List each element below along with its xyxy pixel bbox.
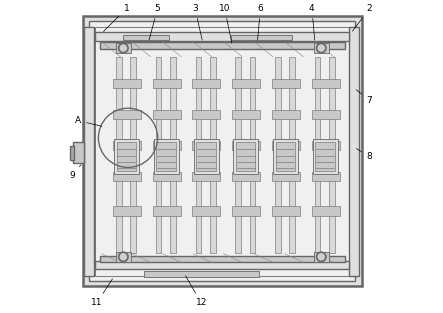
Bar bbox=[70, 146, 74, 160]
Bar bbox=[272, 79, 300, 88]
Bar bbox=[116, 43, 131, 53]
Text: 6: 6 bbox=[257, 4, 263, 40]
Bar bbox=[311, 141, 340, 150]
Bar bbox=[192, 110, 221, 119]
Text: 9: 9 bbox=[69, 165, 81, 180]
Text: 2: 2 bbox=[353, 4, 372, 31]
Text: 5: 5 bbox=[149, 4, 160, 40]
Bar bbox=[329, 57, 335, 253]
Bar bbox=[84, 27, 94, 276]
Bar bbox=[272, 141, 300, 150]
Bar bbox=[156, 57, 161, 253]
Bar bbox=[95, 261, 349, 269]
Bar bbox=[100, 42, 345, 49]
Text: 4: 4 bbox=[309, 4, 315, 40]
Bar bbox=[289, 57, 295, 253]
Bar bbox=[311, 172, 340, 182]
Bar bbox=[113, 141, 141, 150]
Bar bbox=[100, 256, 345, 262]
Bar bbox=[114, 139, 139, 174]
Circle shape bbox=[120, 254, 126, 260]
Bar bbox=[311, 79, 340, 88]
Bar bbox=[113, 206, 141, 216]
Bar bbox=[311, 206, 340, 216]
Bar bbox=[272, 110, 300, 119]
Bar bbox=[232, 172, 260, 182]
Text: 10: 10 bbox=[219, 4, 232, 43]
Bar bbox=[232, 110, 260, 119]
Bar bbox=[236, 142, 255, 171]
Bar bbox=[95, 33, 349, 41]
Bar bbox=[232, 141, 260, 150]
Circle shape bbox=[316, 43, 326, 53]
Bar bbox=[123, 35, 168, 40]
Text: 7: 7 bbox=[356, 90, 373, 105]
Bar bbox=[89, 21, 355, 281]
Circle shape bbox=[316, 252, 326, 262]
Bar bbox=[116, 57, 122, 253]
Bar bbox=[116, 252, 131, 262]
Bar bbox=[210, 57, 215, 253]
Bar bbox=[315, 142, 335, 171]
Bar bbox=[95, 27, 349, 276]
Bar bbox=[153, 110, 181, 119]
Bar bbox=[273, 139, 298, 174]
Bar bbox=[192, 172, 221, 182]
Bar bbox=[153, 141, 181, 150]
Circle shape bbox=[119, 252, 128, 262]
Bar bbox=[192, 206, 221, 216]
Bar bbox=[117, 142, 136, 171]
Bar bbox=[233, 139, 258, 174]
Bar bbox=[349, 27, 359, 276]
Text: 11: 11 bbox=[91, 279, 113, 307]
Bar bbox=[315, 57, 320, 253]
Circle shape bbox=[318, 254, 324, 260]
Bar bbox=[113, 110, 141, 119]
Bar bbox=[313, 139, 338, 174]
Bar bbox=[314, 43, 329, 53]
Bar bbox=[153, 172, 181, 182]
Text: A: A bbox=[75, 116, 102, 126]
Bar bbox=[170, 57, 176, 253]
Text: 12: 12 bbox=[186, 276, 207, 307]
Bar bbox=[249, 57, 255, 253]
Bar bbox=[153, 206, 181, 216]
Bar bbox=[74, 142, 84, 163]
Circle shape bbox=[120, 45, 126, 51]
Bar bbox=[153, 79, 181, 88]
Bar bbox=[113, 79, 141, 88]
Bar bbox=[231, 35, 291, 40]
Bar bbox=[192, 141, 221, 150]
Bar bbox=[192, 79, 221, 88]
Bar bbox=[232, 206, 260, 216]
Bar bbox=[195, 57, 201, 253]
Bar bbox=[235, 57, 241, 253]
Bar bbox=[232, 79, 260, 88]
Bar bbox=[83, 16, 362, 286]
Bar bbox=[194, 139, 218, 174]
Bar bbox=[144, 271, 259, 277]
Bar bbox=[314, 252, 329, 262]
Bar bbox=[272, 172, 300, 182]
Bar bbox=[311, 110, 340, 119]
Text: 8: 8 bbox=[356, 149, 373, 161]
Bar bbox=[156, 142, 176, 171]
Text: 3: 3 bbox=[192, 4, 202, 40]
Bar bbox=[130, 57, 136, 253]
Circle shape bbox=[318, 45, 324, 51]
Bar bbox=[113, 172, 141, 182]
Bar bbox=[276, 142, 295, 171]
Text: 1: 1 bbox=[104, 4, 129, 31]
Circle shape bbox=[119, 43, 128, 53]
Bar bbox=[196, 142, 215, 171]
Bar bbox=[154, 139, 179, 174]
Bar bbox=[272, 206, 300, 216]
Bar bbox=[275, 57, 280, 253]
